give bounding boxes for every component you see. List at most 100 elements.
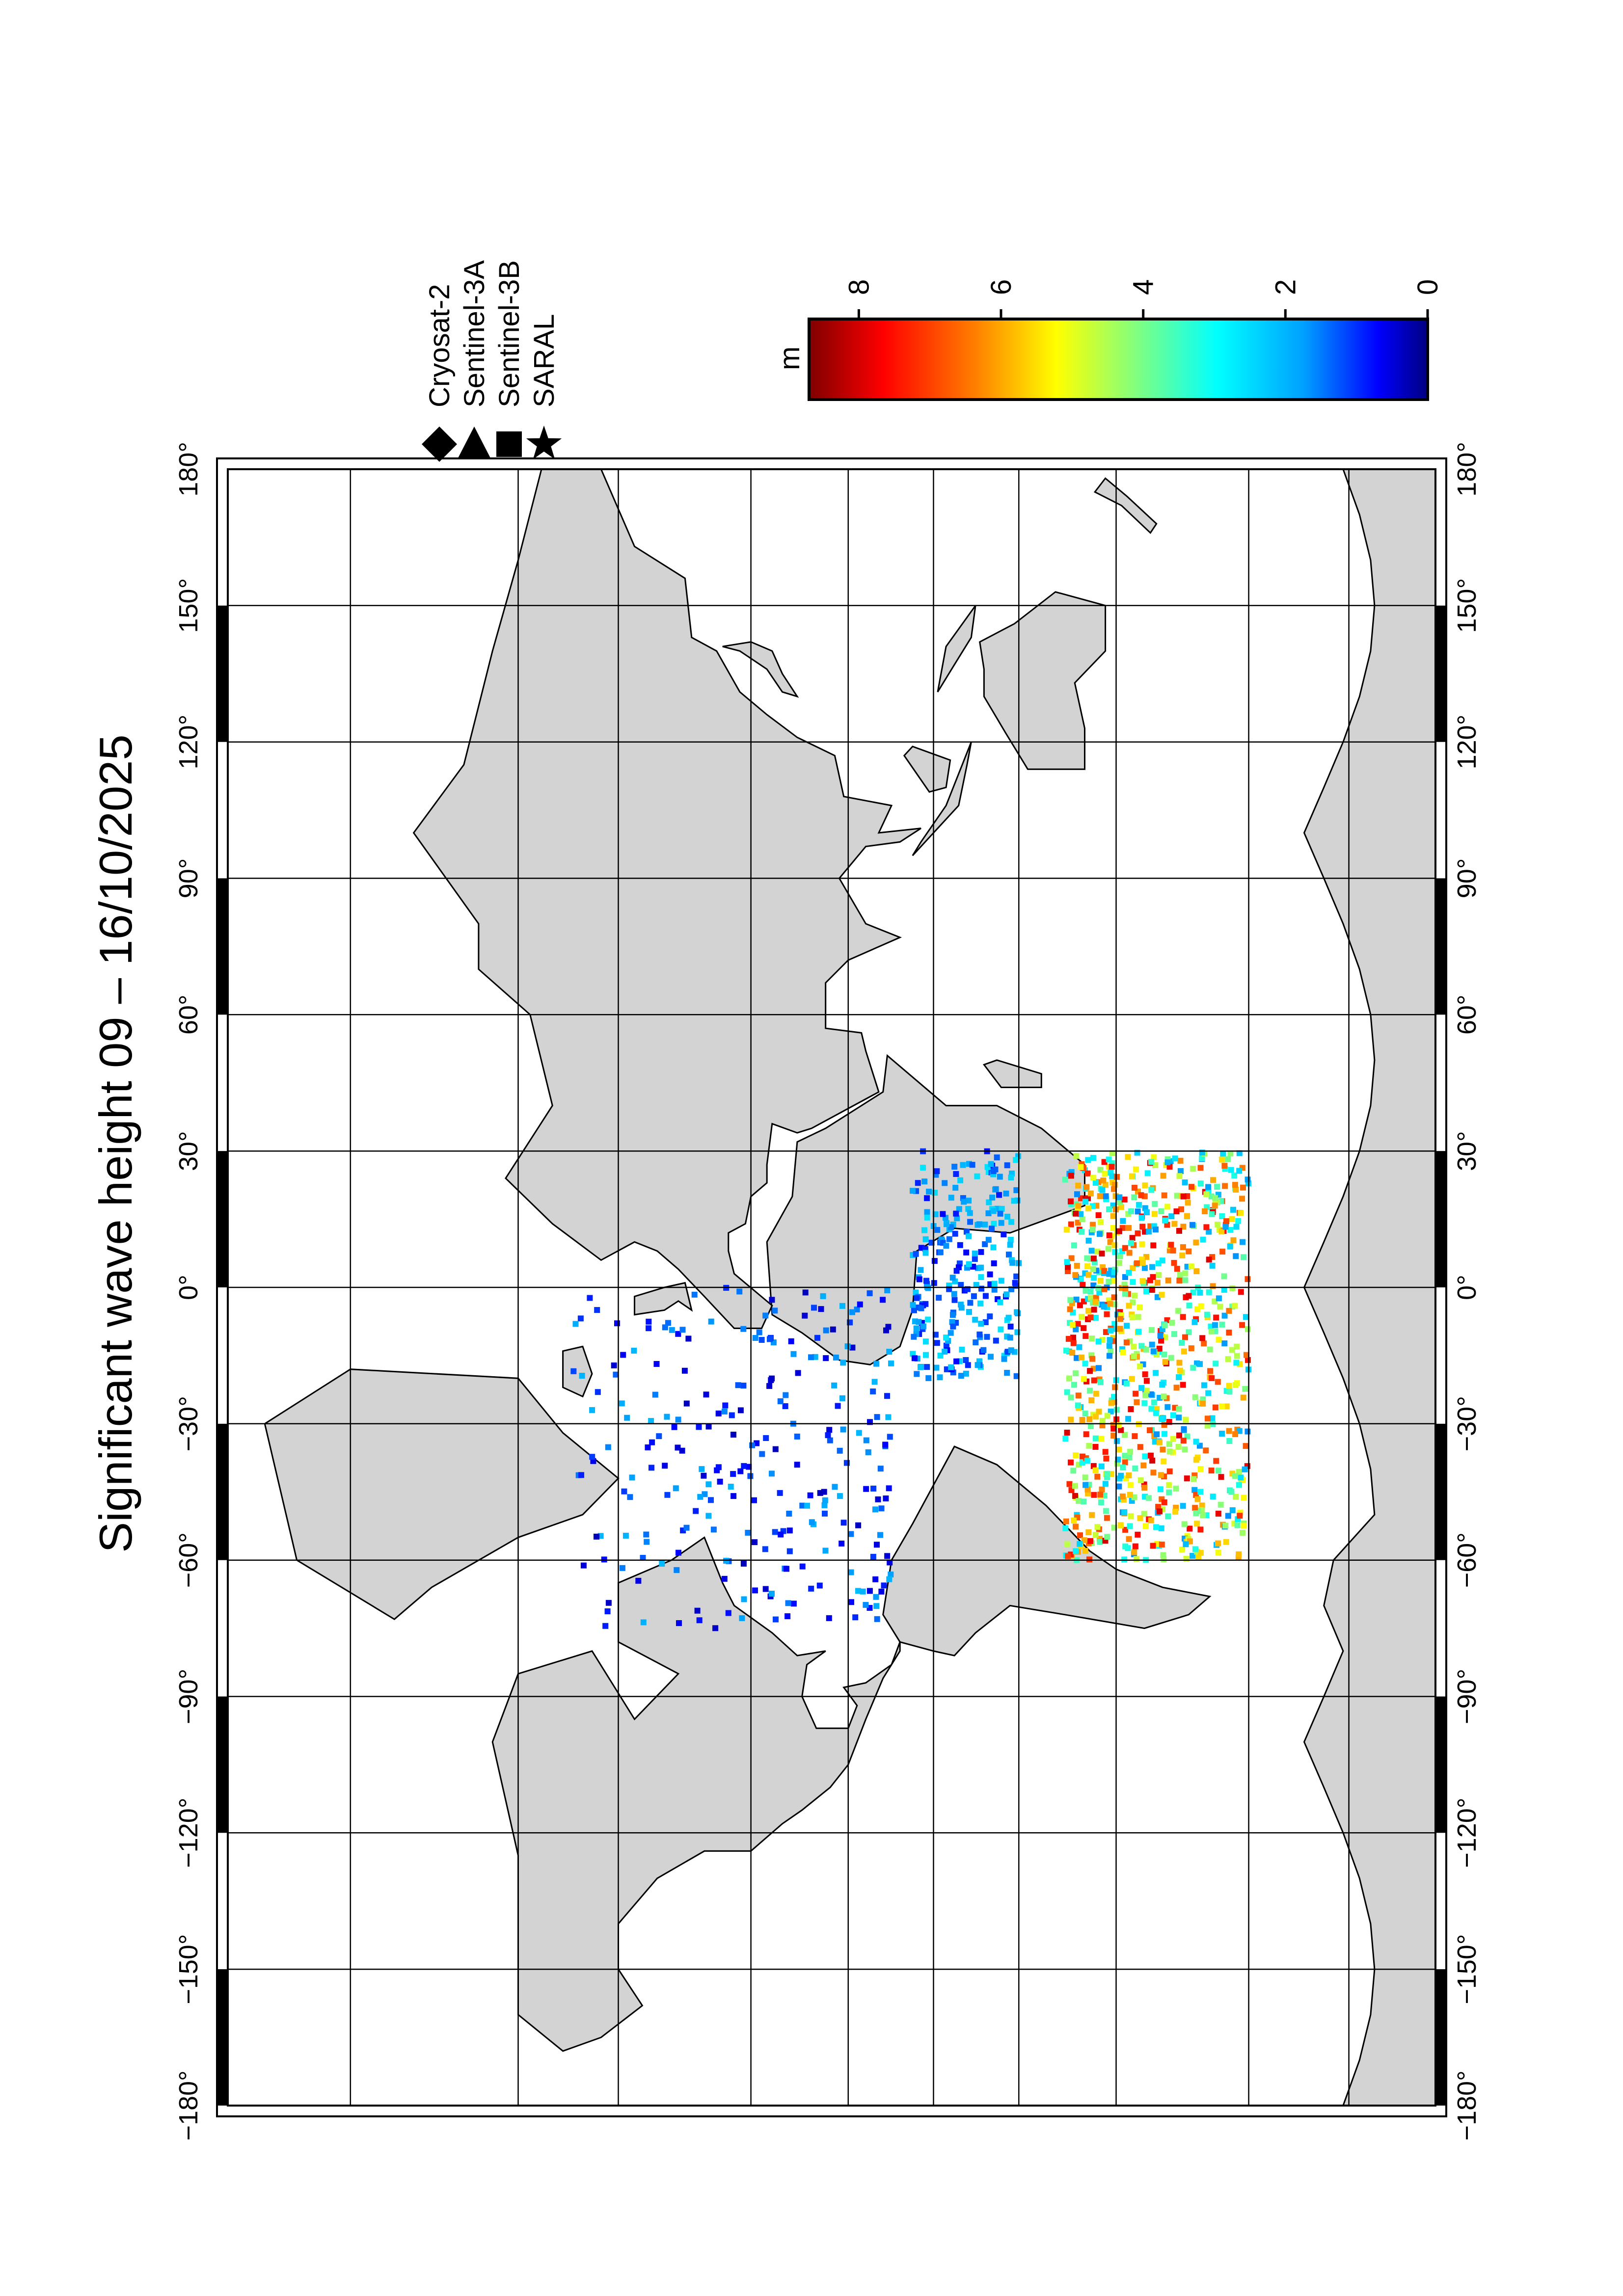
swh-observation	[1013, 1187, 1020, 1193]
swh-observation	[1075, 1321, 1081, 1327]
land-australia	[979, 591, 1107, 770]
swh-observation	[1110, 1225, 1116, 1231]
swh-observation	[1151, 1399, 1157, 1406]
swh-observation	[1127, 1482, 1134, 1488]
swh-observation	[1112, 1384, 1118, 1390]
swh-observation	[849, 1309, 855, 1315]
swh-observation	[1122, 1453, 1128, 1459]
swh-observation	[1067, 1297, 1074, 1303]
swh-observation	[1183, 1555, 1190, 1562]
swh-observation	[814, 1335, 820, 1341]
swh-observation	[624, 1415, 630, 1421]
swh-observation	[1149, 1287, 1155, 1293]
swh-observation	[1206, 1289, 1212, 1295]
swh-observation	[1126, 1472, 1132, 1478]
swh-observation	[1175, 1444, 1182, 1450]
swh-observation	[1164, 1404, 1171, 1410]
swh-observation	[1101, 1268, 1108, 1274]
swh-observation	[1141, 1485, 1148, 1491]
swh-observation	[1182, 1270, 1189, 1277]
swh-observation	[997, 1210, 1003, 1217]
swh-observation	[1177, 1367, 1183, 1374]
swh-observation	[1003, 1190, 1009, 1197]
swh-observation	[1073, 1210, 1079, 1217]
swh-observation	[1143, 1378, 1150, 1384]
swh-observation	[1012, 1280, 1018, 1286]
swh-observation	[973, 1339, 979, 1345]
swh-observation	[918, 1305, 924, 1311]
land-uk	[634, 1281, 693, 1316]
swh-observation	[881, 1582, 887, 1589]
swh-observation	[1233, 1186, 1239, 1193]
longitude-label-right: 150°	[1452, 578, 1482, 633]
swh-observation	[978, 1249, 984, 1255]
longitude-label-right: −120°	[1452, 1798, 1482, 1868]
swh-observation	[1063, 1347, 1069, 1354]
swh-observation	[646, 1318, 652, 1325]
swh-observation	[1185, 1200, 1191, 1206]
swh-observation	[1180, 1244, 1186, 1250]
swh-observation	[887, 1559, 893, 1566]
swh-observation	[1149, 1264, 1155, 1270]
swh-observation	[1209, 1211, 1215, 1217]
swh-observation	[1146, 1495, 1152, 1501]
swh-observation	[961, 1199, 967, 1205]
swh-observation	[1084, 1486, 1091, 1493]
swh-observation	[982, 1319, 989, 1325]
swh-observation	[741, 1463, 747, 1469]
swh-observation	[1205, 1184, 1212, 1190]
swh-observation	[922, 1338, 929, 1345]
swh-observation	[1154, 1280, 1161, 1286]
swh-observation	[1162, 1217, 1168, 1224]
swh-observation	[673, 1485, 679, 1492]
swh-observation	[987, 1271, 993, 1278]
swh-observation	[1082, 1411, 1088, 1417]
swh-observation	[1013, 1273, 1020, 1280]
swh-observation	[669, 1327, 675, 1333]
swh-observation	[1091, 1275, 1097, 1281]
swh-observation	[1206, 1256, 1212, 1263]
swh-observation	[997, 1299, 1003, 1306]
altimetry-observations	[570, 1148, 1251, 1631]
swh-observation	[1126, 1536, 1132, 1542]
swh-observation	[1210, 1177, 1216, 1183]
swh-observation	[653, 1361, 660, 1367]
swh-observation	[1121, 1556, 1128, 1563]
swh-observation	[991, 1260, 997, 1266]
swh-observation	[1087, 1423, 1094, 1429]
swh-observation	[1149, 1457, 1156, 1464]
swh-observation	[865, 1449, 871, 1455]
swh-observation	[974, 1173, 980, 1179]
swh-observation	[1173, 1385, 1180, 1391]
swh-observation	[1226, 1383, 1232, 1389]
swh-observation	[1122, 1245, 1128, 1251]
swh-observation	[1180, 1503, 1186, 1509]
swh-observation	[1007, 1323, 1014, 1330]
swh-observation	[728, 1484, 734, 1490]
swh-observation	[848, 1599, 854, 1605]
swh-observation	[1201, 1382, 1207, 1388]
swh-observation	[1108, 1327, 1114, 1334]
swh-observation	[1209, 1415, 1216, 1421]
swh-observation	[1126, 1250, 1133, 1256]
swh-observation	[925, 1316, 931, 1323]
swh-observation	[996, 1192, 1002, 1198]
swh-observation	[804, 1502, 811, 1509]
swh-observation	[1064, 1541, 1071, 1548]
swh-observation	[848, 1569, 854, 1575]
swh-observation	[877, 1466, 884, 1472]
swh-observation	[973, 1281, 979, 1288]
swh-observation	[950, 1323, 956, 1330]
land-borneo	[903, 746, 951, 793]
swh-observation	[1197, 1526, 1204, 1533]
swh-observation	[1229, 1347, 1235, 1353]
swh-observation	[1172, 1155, 1178, 1162]
swh-observation	[1173, 1485, 1179, 1492]
swh-observation	[745, 1529, 751, 1536]
swh-observation	[790, 1351, 797, 1357]
swh-observation	[1091, 1492, 1097, 1498]
swh-observation	[785, 1600, 791, 1606]
swh-observation	[1148, 1517, 1154, 1523]
swh-observation	[1240, 1239, 1245, 1245]
swh-observation	[1152, 1439, 1158, 1445]
